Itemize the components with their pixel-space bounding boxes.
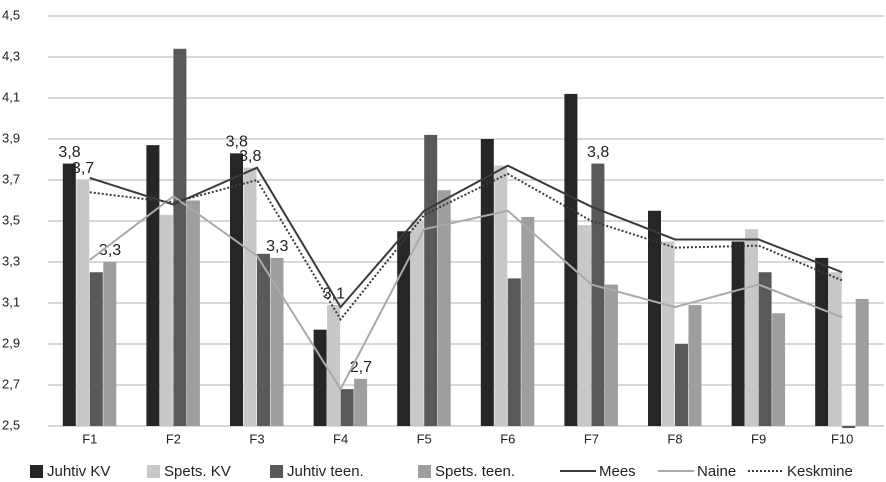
bar [173, 48, 187, 427]
bar [842, 426, 856, 429]
data-label: 3,7 [72, 160, 94, 177]
x-tick-label: F4 [333, 431, 348, 446]
bar [648, 210, 661, 426]
data-label: 2,7 [350, 359, 372, 376]
bar [340, 389, 354, 426]
legend-swatch [418, 465, 431, 478]
bar [146, 145, 160, 426]
x-tick-label: F3 [249, 431, 264, 446]
bar [828, 272, 842, 426]
legend-label: Naine [697, 463, 736, 480]
y-tick-label: 3,9 [2, 130, 20, 145]
line-series [89, 164, 843, 309]
bar [186, 200, 200, 426]
data-label: 3,8 [587, 144, 609, 161]
bar [855, 298, 869, 426]
bar [437, 190, 451, 426]
legend-label: Spets. teen. [435, 463, 515, 480]
bar [313, 329, 327, 426]
data-label: 3,8 [58, 144, 80, 161]
bar [257, 253, 270, 426]
y-tick-label: 2,7 [2, 376, 20, 391]
legend-label: Mees [599, 463, 636, 480]
bar [159, 214, 173, 426]
legend-swatch [30, 465, 43, 478]
bar [243, 167, 257, 426]
bar [591, 163, 605, 426]
y-tick-label: 3,7 [2, 171, 20, 186]
bar [76, 180, 90, 426]
x-tick-label: F9 [751, 431, 766, 446]
bar [745, 229, 759, 426]
x-tick-label: F1 [82, 431, 97, 446]
data-label: 3,8 [239, 148, 261, 165]
bar [397, 231, 411, 426]
x-tick-label: F2 [166, 431, 181, 446]
bar [89, 272, 103, 426]
bar [758, 272, 772, 426]
y-tick-label: 4,1 [2, 89, 20, 104]
y-tick-label: 2,5 [2, 417, 20, 432]
y-tick-label: 4,3 [2, 48, 20, 63]
bar [410, 221, 424, 426]
line-series [89, 195, 843, 392]
bar [354, 378, 368, 426]
bar [772, 313, 786, 426]
bar [103, 262, 117, 426]
bar [521, 216, 535, 426]
data-label: 3,1 [323, 285, 345, 302]
legend-swatch [147, 465, 160, 478]
x-tick-label: F7 [584, 431, 599, 446]
y-tick-label: 2,9 [2, 335, 20, 350]
data-label: 3,8 [226, 134, 248, 151]
bar [494, 165, 508, 426]
bar [564, 93, 578, 427]
bar [661, 241, 675, 426]
bar [688, 305, 702, 426]
bar [604, 284, 618, 426]
y-tick-label: 4,5 [2, 7, 20, 22]
data-label: 3,3 [99, 242, 121, 259]
x-tick-label: F8 [667, 431, 682, 446]
legend-label: Spets. KV [164, 463, 231, 480]
y-tick-label: 3,5 [2, 212, 20, 227]
x-tick-label: F10 [831, 431, 853, 446]
data-label: 3,3 [266, 238, 288, 255]
bar [507, 278, 521, 426]
bar [480, 139, 494, 426]
bar [62, 163, 76, 426]
bar [675, 344, 688, 426]
bar [424, 134, 438, 426]
legend-label: Keskmine [787, 463, 853, 480]
legend-label: Juhtiv teen. [287, 463, 364, 480]
bar [327, 305, 341, 426]
y-tick-label: 3,3 [2, 253, 20, 268]
legend-swatch [270, 465, 283, 478]
y-tick-label: 3,1 [2, 294, 20, 309]
bar [731, 241, 745, 426]
bar [230, 153, 243, 426]
x-tick-label: F5 [417, 431, 432, 446]
x-tick-label: F6 [500, 431, 515, 446]
line-series [89, 172, 843, 322]
legend-label: Juhtiv KV [47, 463, 110, 480]
bar [815, 257, 829, 426]
bar [577, 225, 591, 426]
bar [270, 257, 284, 426]
